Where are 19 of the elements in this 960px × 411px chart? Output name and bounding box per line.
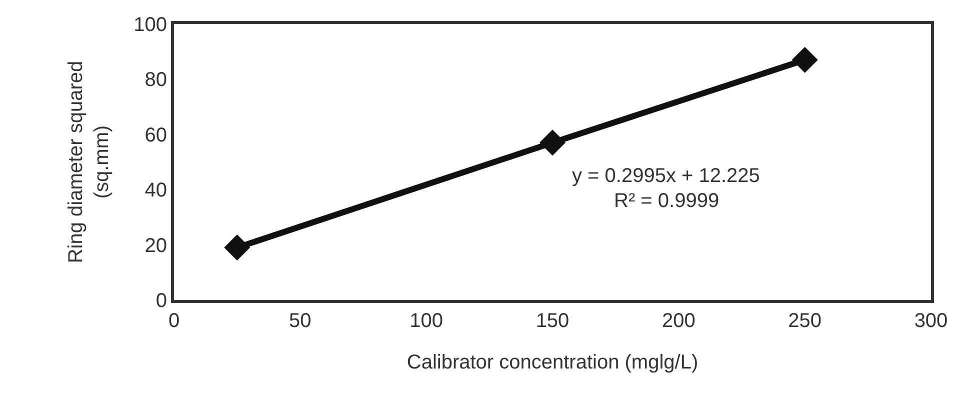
annotation: R² = 0.9999 bbox=[614, 190, 720, 212]
point bbox=[224, 234, 250, 261]
x-tick-label: 250 bbox=[788, 310, 822, 332]
y-axis-title: Ring diameter squared (sq.mm) bbox=[65, 60, 114, 264]
y-tick-label: 40 bbox=[144, 180, 167, 202]
y-tick-label: 0 bbox=[156, 290, 167, 312]
annotation: y = 0.2995x + 12.225 bbox=[572, 165, 760, 187]
y-tick-label: 20 bbox=[144, 234, 167, 257]
y-tick-label: 80 bbox=[144, 69, 167, 92]
x-tick-label: 50 bbox=[289, 310, 312, 332]
x-tick-label: 200 bbox=[662, 310, 696, 332]
y-tick-label: 60 bbox=[144, 124, 167, 146]
x-axis-title: Calibrator concentration (mglg/L) bbox=[406, 352, 698, 374]
x-tick-label: 100 bbox=[410, 310, 444, 332]
x-tick-label: 300 bbox=[914, 310, 948, 332]
x-tick-label: 150 bbox=[536, 310, 570, 332]
point bbox=[540, 130, 566, 156]
point bbox=[792, 46, 818, 73]
y-tick-label: 100 bbox=[134, 14, 167, 36]
